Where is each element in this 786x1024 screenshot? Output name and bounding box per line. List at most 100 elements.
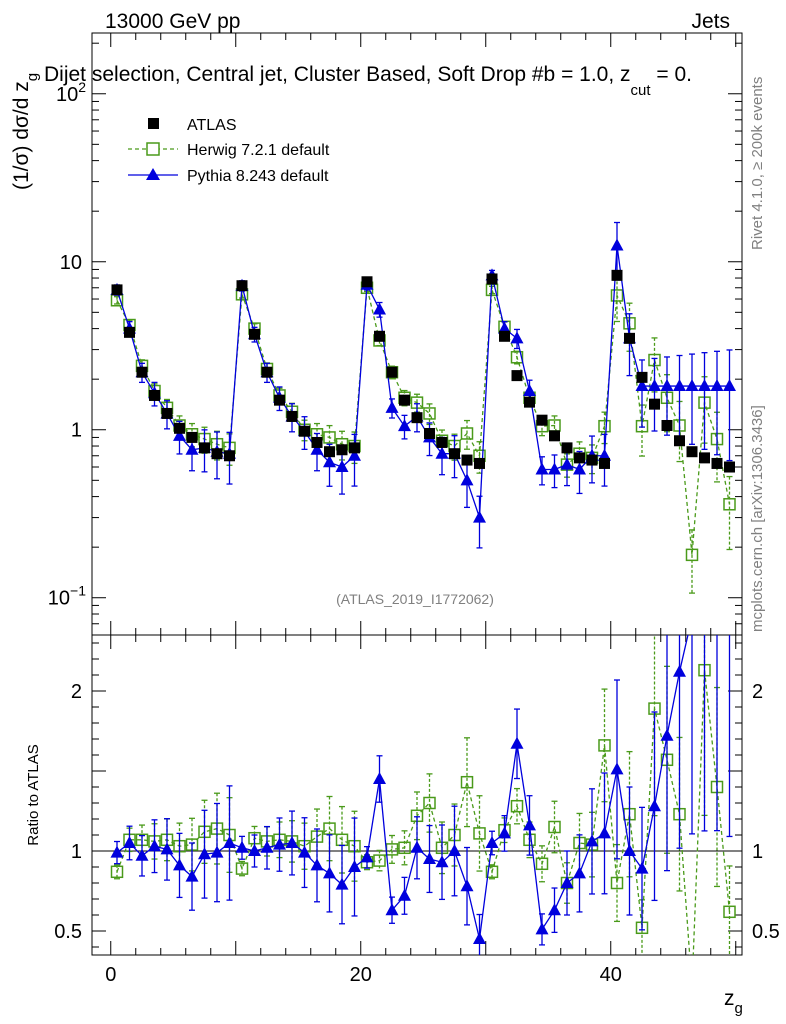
ratio-y-tick-label-right: 0.5 xyxy=(752,921,780,943)
ratio-herwig-point xyxy=(723,905,736,919)
ratio-pythia-point xyxy=(285,836,299,848)
main-atlas-point xyxy=(411,412,423,424)
process-label: Jets xyxy=(691,10,730,33)
main-pythia-point xyxy=(460,473,474,486)
main-pythia-point xyxy=(473,510,486,523)
ratio-pythia-point xyxy=(335,877,349,890)
main-atlas-point xyxy=(661,419,673,431)
main-atlas-point xyxy=(649,398,660,410)
ratio-pythia-point xyxy=(560,876,574,888)
main-pythia-point xyxy=(548,462,561,475)
main-atlas-point xyxy=(124,326,135,338)
ratio-y-tick-label: 2 xyxy=(71,681,82,703)
main-atlas-point xyxy=(636,371,648,383)
main-series-group xyxy=(110,221,736,594)
ratio-pythia-point xyxy=(273,837,286,850)
analysis-id: (ATLAS_2019_I1772062) xyxy=(336,591,494,607)
ratio-pythia-point xyxy=(673,664,686,677)
main-atlas-point xyxy=(324,446,335,458)
ratio-pythia-point xyxy=(323,866,336,879)
ratio-pythia-point xyxy=(160,842,174,855)
ratio-pythia-point xyxy=(173,858,186,871)
ratio-pythia-point xyxy=(535,922,549,935)
ratio-pythia-point xyxy=(185,869,199,882)
main-atlas-point xyxy=(286,410,298,422)
main-pythia-point xyxy=(685,379,699,392)
ratio-pythia-point xyxy=(523,818,536,831)
ratio-herwig-point xyxy=(460,775,474,789)
main-atlas-point xyxy=(561,442,573,454)
ratio-pythia-point xyxy=(135,848,149,861)
main-atlas-point xyxy=(386,366,398,378)
main-atlas-point xyxy=(486,273,498,285)
ratio-pythia-point xyxy=(348,860,361,872)
main-pythia-point xyxy=(610,238,624,251)
main-atlas-point xyxy=(511,370,523,382)
main-herwig-point xyxy=(548,419,561,432)
main-herwig-point xyxy=(685,548,699,562)
ratio-pythia-point xyxy=(373,772,386,784)
main-y-axis-label: (1/σ) dσ/d zg xyxy=(10,73,41,190)
main-atlas-point xyxy=(499,330,510,342)
ratio-herwig-point xyxy=(235,862,249,875)
main-atlas-point xyxy=(524,396,535,408)
main-pythia-point xyxy=(710,379,724,392)
ratio-pythia-point xyxy=(298,845,311,858)
main-atlas-point xyxy=(211,448,223,460)
ratio-x-tick-label: 0 xyxy=(105,964,116,986)
main-pythia-point xyxy=(185,442,199,455)
ratio-pythia-point xyxy=(598,826,611,839)
ratio-herwig-point xyxy=(535,857,549,871)
main-atlas-point xyxy=(461,454,473,466)
main-pythia-point xyxy=(323,455,336,468)
main-atlas-point xyxy=(199,442,210,454)
ratio-pythia-point xyxy=(248,844,261,856)
main-pythia-point xyxy=(673,379,686,392)
ratio-herwig-point xyxy=(510,799,524,813)
main-atlas-point xyxy=(174,422,185,434)
main-pythia-point xyxy=(498,321,511,334)
ratio-herwig-point xyxy=(323,822,336,835)
ratio-pythia-point xyxy=(585,834,599,847)
ratio-y-tick-label-right: 2 xyxy=(752,681,763,703)
main-pythia-point xyxy=(535,462,549,475)
ratio-x-tick-label: 40 xyxy=(600,964,622,986)
main-pythia-point xyxy=(698,379,711,392)
main-atlas-point xyxy=(311,436,323,448)
main-atlas-point xyxy=(161,407,173,419)
ratio-pythia-point xyxy=(610,762,624,775)
main-atlas-point xyxy=(186,431,198,443)
ratio-pythia-point xyxy=(485,836,499,848)
ratio-pythia-point xyxy=(198,847,211,860)
main-atlas-point xyxy=(349,442,360,454)
ratio-pythia-point xyxy=(410,840,424,853)
ratio-herwig-point xyxy=(473,827,486,840)
main-y-tick-label: 10−1 xyxy=(48,583,86,610)
ratio-herwig-point xyxy=(335,833,349,847)
ratio-series-group xyxy=(110,610,736,955)
rivet-watermark: Rivet 4.1.0, ≥ 200k events xyxy=(749,77,766,250)
ratio-herwig-point xyxy=(610,876,624,890)
main-atlas-point xyxy=(249,328,260,340)
main-y-tick-label: 102 xyxy=(56,79,86,106)
ratio-pythia-point xyxy=(360,850,374,863)
ratio-pythia-point xyxy=(210,845,224,858)
legend-atlas-label: ATLAS xyxy=(187,117,237,134)
ratio-pythia-point xyxy=(686,610,699,622)
ratio-pythia-point xyxy=(235,840,249,853)
legend-pythia-label: Pythia 8.243 default xyxy=(187,168,329,185)
main-atlas-point xyxy=(399,394,410,406)
main-atlas-point xyxy=(674,435,685,447)
ratio-herwig-point xyxy=(423,796,436,810)
ratio-y-axis-label: Ratio to ATLAS xyxy=(25,744,42,845)
ratio-pythia-point xyxy=(260,840,274,853)
ratio-herwig-point xyxy=(598,739,611,752)
ratio-pythia-point xyxy=(223,836,236,848)
main-atlas-point xyxy=(699,452,710,464)
ratio-pythia-point xyxy=(123,836,136,848)
main-atlas-point xyxy=(574,452,585,464)
ratio-pythia-point xyxy=(435,855,449,868)
main-y-tick-label-exponent: −1 xyxy=(70,583,86,599)
